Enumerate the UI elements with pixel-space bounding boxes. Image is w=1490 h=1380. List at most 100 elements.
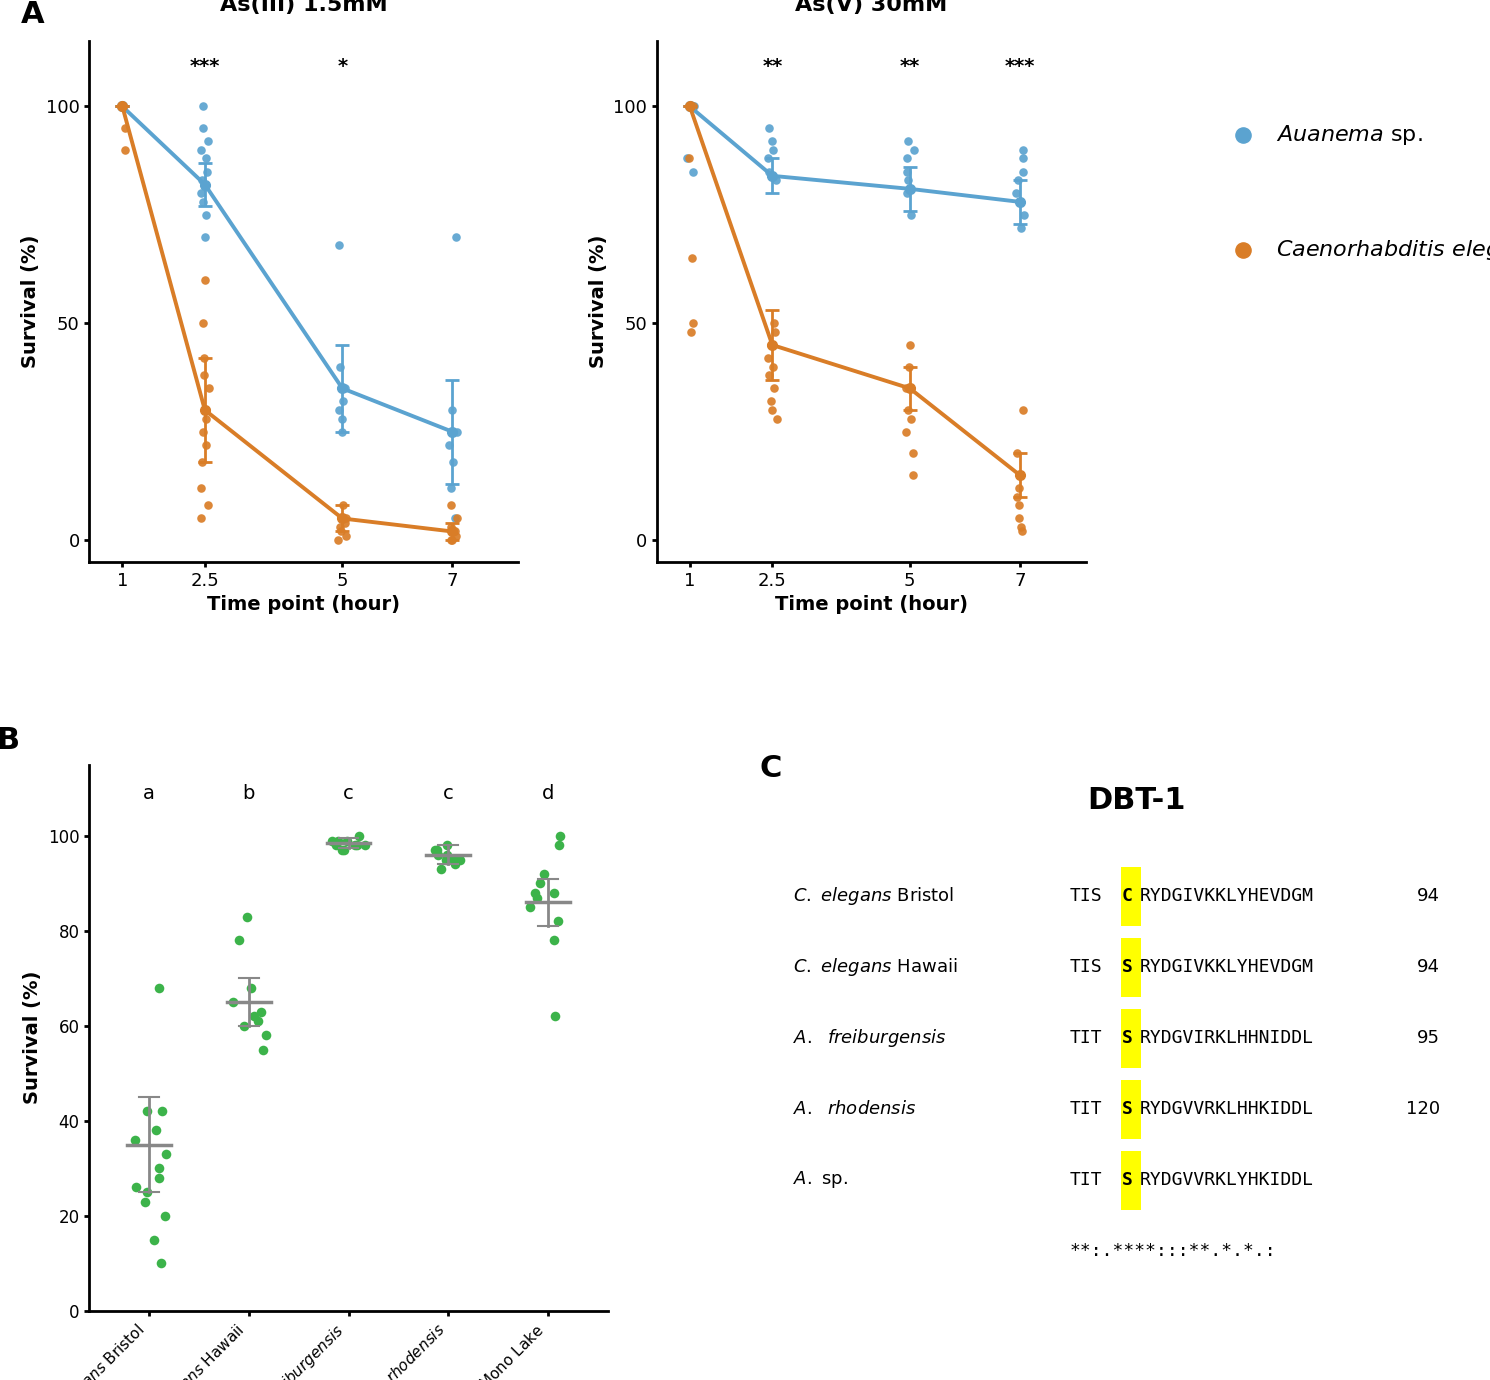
Point xyxy=(152,1205,176,1227)
Point xyxy=(343,835,367,857)
Point xyxy=(524,886,548,908)
Point xyxy=(328,516,352,538)
Text: $\mathit{Auanema}$ sp.: $\mathit{Auanema}$ sp. xyxy=(1277,123,1423,148)
Text: S: S xyxy=(1122,958,1132,976)
Point xyxy=(191,95,215,117)
Point xyxy=(435,843,459,865)
Point xyxy=(326,399,350,421)
Point xyxy=(425,839,448,861)
Point xyxy=(191,190,215,213)
Point xyxy=(253,1024,277,1046)
Point xyxy=(232,1014,256,1036)
Point xyxy=(1004,182,1028,204)
Point xyxy=(758,334,782,356)
Point xyxy=(192,346,216,368)
Text: B: B xyxy=(0,726,19,755)
Text: **: ** xyxy=(763,57,782,76)
Point xyxy=(1012,148,1036,170)
Point xyxy=(334,377,358,399)
Title: As(III) 1.5mM: As(III) 1.5mM xyxy=(221,0,387,15)
Point xyxy=(189,182,213,204)
Point xyxy=(763,377,787,399)
Point xyxy=(760,399,784,421)
Point xyxy=(326,235,350,257)
Point xyxy=(194,204,218,226)
Point xyxy=(898,407,922,429)
Point xyxy=(334,508,358,530)
Point xyxy=(429,858,453,880)
Point xyxy=(332,494,356,516)
Text: S: S xyxy=(1122,1170,1132,1188)
Point xyxy=(155,1143,179,1165)
Point xyxy=(440,516,463,538)
Point xyxy=(335,829,359,851)
Point xyxy=(441,399,465,421)
X-axis label: Time point (hour): Time point (hour) xyxy=(207,595,401,614)
Point xyxy=(443,508,466,530)
Point xyxy=(444,853,468,875)
Text: **: ** xyxy=(900,57,919,76)
Point xyxy=(241,1006,265,1028)
Text: C: C xyxy=(1122,887,1132,905)
Text: 120: 120 xyxy=(1407,1100,1439,1118)
Point xyxy=(195,407,219,429)
Point xyxy=(444,524,468,546)
Point xyxy=(544,1006,568,1028)
Point xyxy=(325,835,349,857)
Point xyxy=(192,312,216,334)
Text: $\mathit{Caenorhabditis\ elegans}$: $\mathit{Caenorhabditis\ elegans}$ xyxy=(1277,237,1490,262)
Point xyxy=(148,977,171,999)
Point xyxy=(143,1228,167,1250)
Text: a: a xyxy=(143,784,155,803)
Point xyxy=(189,477,213,500)
X-axis label: Time point (hour): Time point (hour) xyxy=(775,595,969,614)
Point xyxy=(136,1100,159,1122)
Point xyxy=(194,399,218,421)
Point xyxy=(764,170,788,192)
Point xyxy=(113,117,137,139)
Point xyxy=(1010,520,1034,542)
Point xyxy=(444,421,468,443)
Point xyxy=(682,95,706,117)
Point xyxy=(894,421,918,443)
Text: 94: 94 xyxy=(1417,887,1439,905)
Point xyxy=(897,399,921,421)
Point xyxy=(532,862,556,885)
Point xyxy=(235,905,259,927)
Point xyxy=(423,839,447,861)
Text: $\it{C.\ elegans}$ Bristol: $\it{C.\ elegans}$ Bristol xyxy=(793,885,955,907)
Point xyxy=(901,464,925,486)
Point xyxy=(191,117,215,139)
Point xyxy=(326,529,350,551)
Point xyxy=(679,322,703,344)
Point xyxy=(189,451,213,473)
Point xyxy=(895,182,919,204)
Point xyxy=(192,364,216,386)
Point xyxy=(346,835,370,857)
Point xyxy=(334,524,358,546)
Text: TIT: TIT xyxy=(1070,1028,1103,1047)
Point xyxy=(1004,443,1028,465)
Point xyxy=(347,825,371,847)
Point xyxy=(757,117,781,139)
Point xyxy=(122,1129,146,1151)
Point xyxy=(222,991,246,1013)
Point xyxy=(897,170,921,192)
Point xyxy=(332,512,356,534)
Text: RYDGVIRKLHHNIDDL: RYDGVIRKLHHNIDDL xyxy=(1140,1028,1314,1047)
Text: C: C xyxy=(760,753,782,782)
Point xyxy=(1009,464,1033,486)
Point xyxy=(523,882,547,904)
Point xyxy=(149,1253,173,1275)
Point xyxy=(328,356,352,378)
Point xyxy=(434,849,457,871)
Text: $\it{A.\ \ rhodensis}$: $\it{A.\ \ rhodensis}$ xyxy=(793,1100,916,1118)
Point xyxy=(1007,477,1031,500)
Point xyxy=(331,421,355,443)
Text: b: b xyxy=(243,784,255,803)
Text: TIS: TIS xyxy=(1070,958,1103,976)
Point xyxy=(435,835,459,857)
Point xyxy=(197,377,221,399)
Y-axis label: Survival (%): Survival (%) xyxy=(24,972,43,1104)
Point xyxy=(1010,160,1034,182)
